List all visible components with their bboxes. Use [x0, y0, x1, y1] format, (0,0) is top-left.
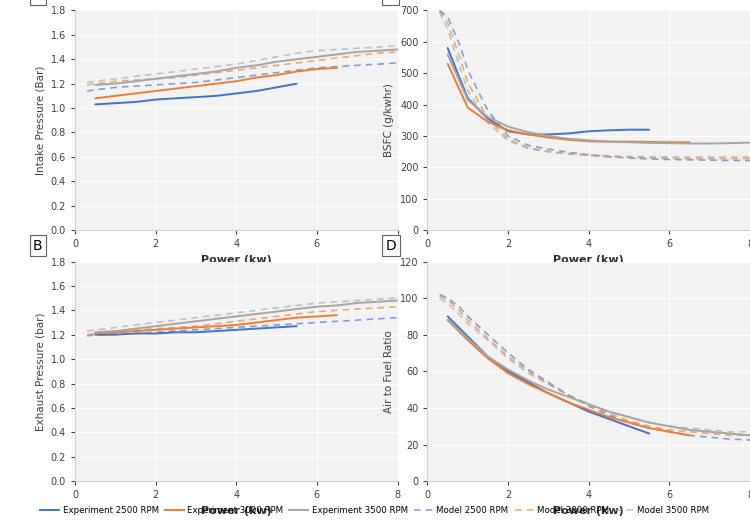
Legend: Experiment 2500 RPM, Experiment 3000 RPM, Experiment 3500 RPM, Model 2500 RPM, M: Experiment 2500 RPM, Experiment 3000 RPM… — [37, 503, 713, 519]
Text: C: C — [386, 0, 395, 2]
Y-axis label: Exhaust Pressure (bar): Exhaust Pressure (bar) — [35, 312, 45, 430]
Text: D: D — [386, 238, 396, 253]
Y-axis label: BSFC (g/kwhr): BSFC (g/kwhr) — [385, 83, 394, 157]
Y-axis label: Intake Pressure (Bar): Intake Pressure (Bar) — [35, 65, 45, 175]
X-axis label: Power (kw): Power (kw) — [201, 506, 272, 516]
Text: B: B — [33, 238, 43, 253]
Text: A: A — [33, 0, 43, 2]
X-axis label: Power (kw): Power (kw) — [554, 255, 624, 265]
Y-axis label: Air to Fuel Ratio: Air to Fuel Ratio — [385, 330, 394, 413]
X-axis label: Power (kw): Power (kw) — [201, 255, 272, 265]
X-axis label: Power (kw): Power (kw) — [554, 506, 624, 516]
